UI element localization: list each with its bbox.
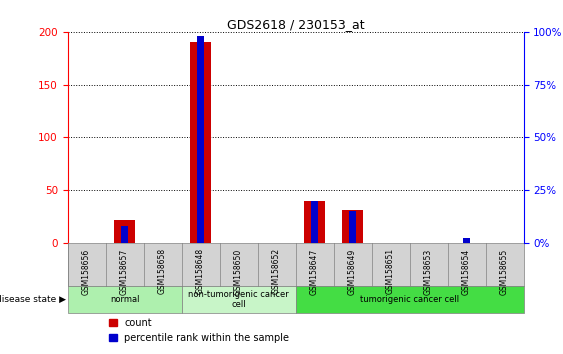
Bar: [120, 226, 128, 243]
Legend: count, percentile rank within the sample: count, percentile rank within the sample: [109, 318, 289, 343]
Bar: [181, 286, 296, 313]
Text: tumorigenic cancer cell: tumorigenic cancer cell: [360, 295, 459, 304]
Bar: [463, 239, 470, 243]
Bar: [296, 286, 524, 313]
Bar: [304, 200, 325, 243]
Text: GSM158650: GSM158650: [234, 248, 243, 295]
Bar: [197, 36, 204, 243]
Text: GSM158649: GSM158649: [348, 248, 357, 295]
Text: normal: normal: [110, 295, 139, 304]
Text: non-tumorigenic cancer
cell: non-tumorigenic cancer cell: [188, 290, 289, 309]
Text: GSM158647: GSM158647: [310, 248, 319, 295]
Text: GSM158655: GSM158655: [500, 248, 509, 295]
Text: GSM158648: GSM158648: [196, 248, 205, 295]
Text: GSM158652: GSM158652: [272, 248, 281, 295]
Bar: [68, 243, 524, 286]
Bar: [349, 211, 356, 243]
Text: GSM158653: GSM158653: [424, 248, 433, 295]
Text: GSM158651: GSM158651: [386, 248, 395, 295]
Bar: [342, 210, 363, 243]
Bar: [68, 286, 181, 313]
Text: GSM158658: GSM158658: [158, 248, 167, 295]
Text: disease state ▶: disease state ▶: [0, 295, 66, 304]
Text: GSM158657: GSM158657: [120, 248, 129, 295]
Bar: [311, 200, 319, 243]
Text: GSM158656: GSM158656: [82, 248, 91, 295]
Text: GSM158654: GSM158654: [462, 248, 471, 295]
Bar: [114, 219, 135, 243]
Title: GDS2618 / 230153_at: GDS2618 / 230153_at: [227, 18, 364, 31]
Bar: [190, 42, 211, 243]
